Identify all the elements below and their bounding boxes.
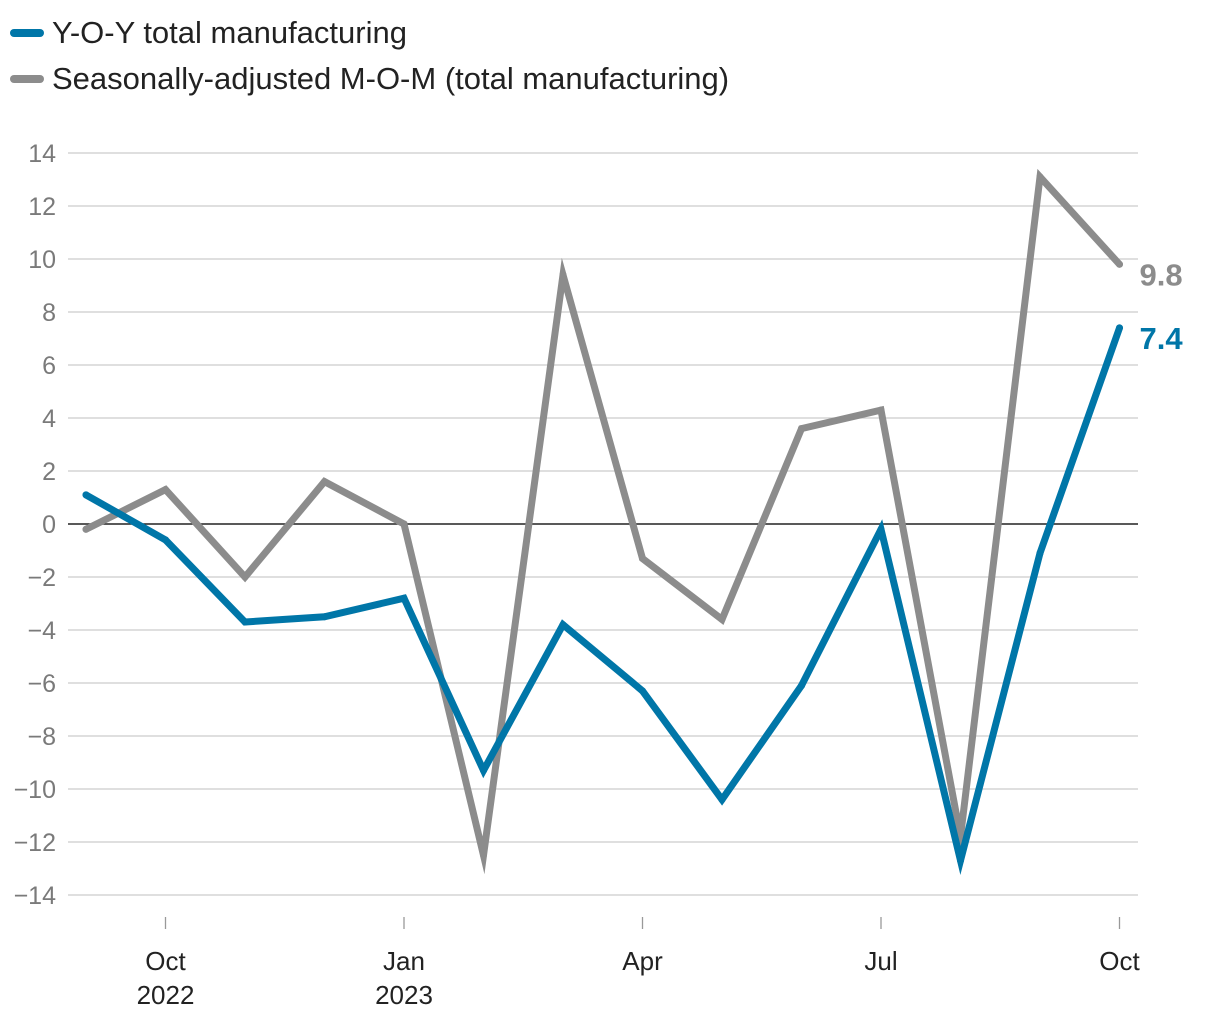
point-yoy — [957, 857, 964, 865]
point-yoy — [639, 687, 646, 695]
legend-item-mom[interactable]: Seasonally-adjusted M-O-M (total manufac… — [10, 56, 729, 102]
point-mom — [877, 406, 885, 414]
point-mom — [1036, 173, 1044, 181]
point-yoy — [162, 536, 169, 544]
y-tick-label: 0 — [42, 511, 56, 539]
series-line-mom[interactable] — [82, 168, 1123, 875]
gridlines — [68, 152, 1138, 896]
point-mom — [798, 425, 805, 433]
point-mom — [559, 271, 567, 279]
y-tick-label: 14 — [28, 140, 56, 168]
legend-swatch-mom — [10, 75, 44, 83]
point-yoy — [321, 613, 328, 621]
x-tick-label: Oct — [145, 946, 186, 976]
point-mom — [241, 573, 249, 581]
y-tick-label: 8 — [42, 299, 56, 327]
point-yoy — [1116, 324, 1123, 332]
x-axis-ticks: Oct 2022 Jan 2023 Apr Jul Oct — [137, 917, 1140, 1010]
x-tick-year-label: 2022 — [137, 980, 195, 1010]
series-line-yoy[interactable] — [82, 324, 1123, 875]
y-tick-label: 4 — [42, 405, 56, 433]
y-tick-label: 6 — [42, 352, 56, 380]
point-mom — [82, 525, 90, 533]
y-tick-label: −2 — [27, 564, 56, 592]
point-yoy — [241, 618, 249, 626]
point-mom — [1116, 260, 1123, 268]
y-tick-label: 12 — [28, 193, 56, 221]
point-mom — [321, 478, 328, 486]
y-tick-label: −14 — [14, 882, 57, 910]
point-yoy — [559, 621, 567, 629]
x-tick-label: Jul — [864, 946, 897, 976]
y-tick-label: 2 — [42, 458, 56, 486]
series-lines — [82, 168, 1123, 875]
legend-item-yoy[interactable]: Y-O-Y total manufacturing — [10, 10, 729, 56]
y-tick-label: −6 — [27, 670, 56, 698]
end-label-mom: 9.8 — [1140, 257, 1183, 292]
x-tick-year-label: 2023 — [375, 980, 433, 1010]
x-tick-label: Jan — [383, 946, 425, 976]
y-tick-label: −10 — [14, 776, 56, 804]
legend-label-mom: Seasonally-adjusted M-O-M (total manufac… — [52, 61, 730, 96]
y-tick-label: −8 — [27, 723, 56, 751]
end-labels: 9.8 7.4 — [1140, 257, 1184, 356]
point-mom — [639, 554, 646, 562]
point-yoy — [480, 766, 487, 774]
point-mom — [400, 520, 408, 528]
end-label-yoy: 7.4 — [1140, 321, 1184, 356]
y-tick-label: 10 — [28, 246, 56, 274]
y-axis-ticks: 14 12 10 8 6 4 2 0 −2 −4 −6 −8 −10 −12 −14 — [14, 140, 57, 910]
point-yoy — [718, 796, 726, 804]
y-tick-label: −12 — [14, 829, 56, 857]
point-yoy — [400, 594, 408, 602]
point-mom — [718, 615, 726, 623]
x-tick-label: Apr — [622, 946, 663, 976]
point-yoy — [1036, 549, 1044, 557]
x-tick-label: Oct — [1099, 946, 1140, 976]
point-mom — [162, 486, 169, 494]
legend-swatch-yoy — [10, 29, 44, 37]
point-mom — [480, 851, 487, 859]
point-yoy — [82, 491, 90, 499]
y-tick-label: −4 — [27, 617, 56, 645]
legend-label-yoy: Y-O-Y total manufacturing — [52, 15, 407, 50]
point-yoy — [798, 682, 805, 690]
point-yoy — [877, 525, 885, 533]
legend: Y-O-Y total manufacturing Seasonally-adj… — [10, 10, 729, 102]
